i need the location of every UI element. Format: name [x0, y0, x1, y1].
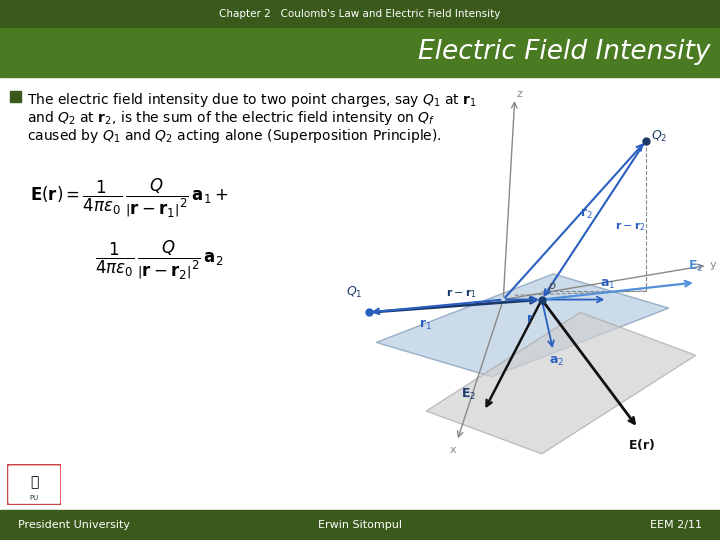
- FancyBboxPatch shape: [7, 464, 61, 505]
- Text: $Q_1$: $Q_1$: [346, 285, 363, 300]
- Text: $Q_2$: $Q_2$: [652, 129, 668, 144]
- Text: z: z: [517, 89, 523, 99]
- Text: The electric field intensity due to two point charges, say $Q_1$ at $\mathbf{r}_: The electric field intensity due to two …: [27, 91, 477, 109]
- Text: caused by $Q_1$ and $Q_2$ acting alone (Superposition Principle).: caused by $Q_1$ and $Q_2$ acting alone (…: [27, 127, 442, 145]
- Text: $\mathbf{E}(\mathbf{r}) = \dfrac{1}{4\pi\varepsilon_0}\,\dfrac{Q}{\left|\mathbf{: $\mathbf{E}(\mathbf{r}) = \dfrac{1}{4\pi…: [30, 177, 228, 220]
- Text: $\mathbf{a}_2$: $\mathbf{a}_2$: [549, 355, 564, 368]
- Polygon shape: [376, 274, 669, 377]
- Bar: [0, 510, 720, 540]
- Text: Erwin Sitompul: Erwin Sitompul: [318, 520, 402, 530]
- Text: $\dfrac{1}{4\pi\varepsilon_0}\,\dfrac{Q}{\left|\mathbf{r}-\mathbf{r}_2\right|^2}: $\dfrac{1}{4\pi\varepsilon_0}\,\dfrac{Q}…: [95, 239, 223, 282]
- Text: $\mathbf{a}_1$: $\mathbf{a}_1$: [600, 278, 615, 291]
- Text: $\mathbf{E(r)}$: $\mathbf{E(r)}$: [629, 437, 655, 452]
- Bar: [10, 91, 21, 102]
- Text: x: x: [449, 444, 456, 455]
- Text: $\mathbf{r}_2$: $\mathbf{r}_2$: [580, 207, 593, 221]
- Text: PU: PU: [30, 495, 39, 501]
- Text: $\mathbf{E}_1$: $\mathbf{E}_1$: [688, 259, 703, 274]
- Text: $\mathbf{r}-\mathbf{r}_2$: $\mathbf{r}-\mathbf{r}_2$: [615, 220, 646, 233]
- Text: $\mathbf{r}_1$: $\mathbf{r}_1$: [418, 318, 431, 332]
- Text: Electric Field Intensity: Electric Field Intensity: [418, 39, 710, 65]
- Text: $\mathbf{r}$: $\mathbf{r}$: [526, 313, 534, 326]
- Text: Chapter 2   Coulomb's Law and Electric Field Intensity: Chapter 2 Coulomb's Law and Electric Fie…: [220, 9, 500, 19]
- Polygon shape: [426, 313, 696, 454]
- Text: y: y: [709, 260, 716, 271]
- Text: President University: President University: [18, 520, 130, 530]
- Text: and $Q_2$ at $\mathbf{r}_2$, is the sum of the electric field intensity on $Q_f$: and $Q_2$ at $\mathbf{r}_2$, is the sum …: [27, 109, 436, 127]
- Text: $\mathbf{E}_2$: $\mathbf{E}_2$: [461, 387, 477, 402]
- Text: EEM 2/11: EEM 2/11: [650, 520, 702, 530]
- Text: $p$: $p$: [547, 281, 556, 293]
- Bar: [0, 28, 720, 77]
- Bar: [0, 0, 720, 28]
- Text: $\mathbf{r}-\mathbf{r}_1$: $\mathbf{r}-\mathbf{r}_1$: [446, 287, 477, 300]
- Text: 🎓: 🎓: [30, 476, 38, 490]
